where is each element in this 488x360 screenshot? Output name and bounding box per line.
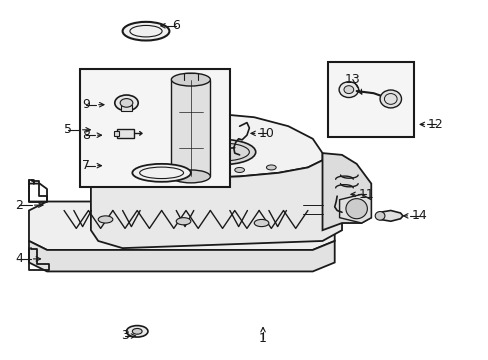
Ellipse shape [132, 164, 190, 182]
Polygon shape [91, 114, 322, 178]
Ellipse shape [98, 216, 113, 223]
Text: 13: 13 [344, 73, 360, 86]
Ellipse shape [379, 90, 401, 108]
Text: 11: 11 [358, 188, 373, 201]
Ellipse shape [171, 73, 210, 86]
Polygon shape [339, 194, 370, 223]
Text: 9: 9 [82, 98, 90, 111]
Bar [121, 105, 132, 111]
Text: 12: 12 [427, 118, 443, 131]
Bar [114, 131, 119, 136]
Bar [117, 129, 134, 138]
Text: 1: 1 [259, 332, 266, 345]
Bar [171, 80, 210, 176]
Ellipse shape [254, 220, 268, 226]
Ellipse shape [171, 170, 210, 183]
Text: 14: 14 [410, 210, 426, 222]
Polygon shape [29, 241, 334, 271]
Ellipse shape [266, 165, 276, 170]
Text: 5: 5 [64, 123, 72, 136]
Ellipse shape [122, 22, 169, 41]
Ellipse shape [374, 212, 384, 220]
Ellipse shape [115, 95, 138, 111]
Ellipse shape [120, 99, 133, 107]
Ellipse shape [181, 170, 190, 175]
Ellipse shape [234, 167, 244, 172]
Bar [80, 69, 229, 187]
Ellipse shape [345, 199, 366, 219]
Ellipse shape [126, 325, 148, 337]
Ellipse shape [343, 86, 353, 94]
Bar [328, 62, 413, 137]
Polygon shape [379, 211, 402, 221]
Ellipse shape [338, 82, 358, 98]
Ellipse shape [176, 218, 190, 225]
Text: 7: 7 [82, 159, 90, 172]
Ellipse shape [189, 139, 255, 165]
Text: 10: 10 [258, 127, 274, 140]
Polygon shape [91, 160, 341, 248]
Text: 3: 3 [121, 329, 129, 342]
Text: 6: 6 [172, 19, 180, 32]
Polygon shape [29, 202, 334, 250]
Text: 4: 4 [15, 252, 23, 265]
Ellipse shape [132, 328, 142, 334]
Text: 8: 8 [82, 129, 90, 142]
Polygon shape [322, 153, 370, 230]
Ellipse shape [146, 174, 158, 179]
Text: 2: 2 [15, 199, 23, 212]
Ellipse shape [171, 80, 210, 176]
